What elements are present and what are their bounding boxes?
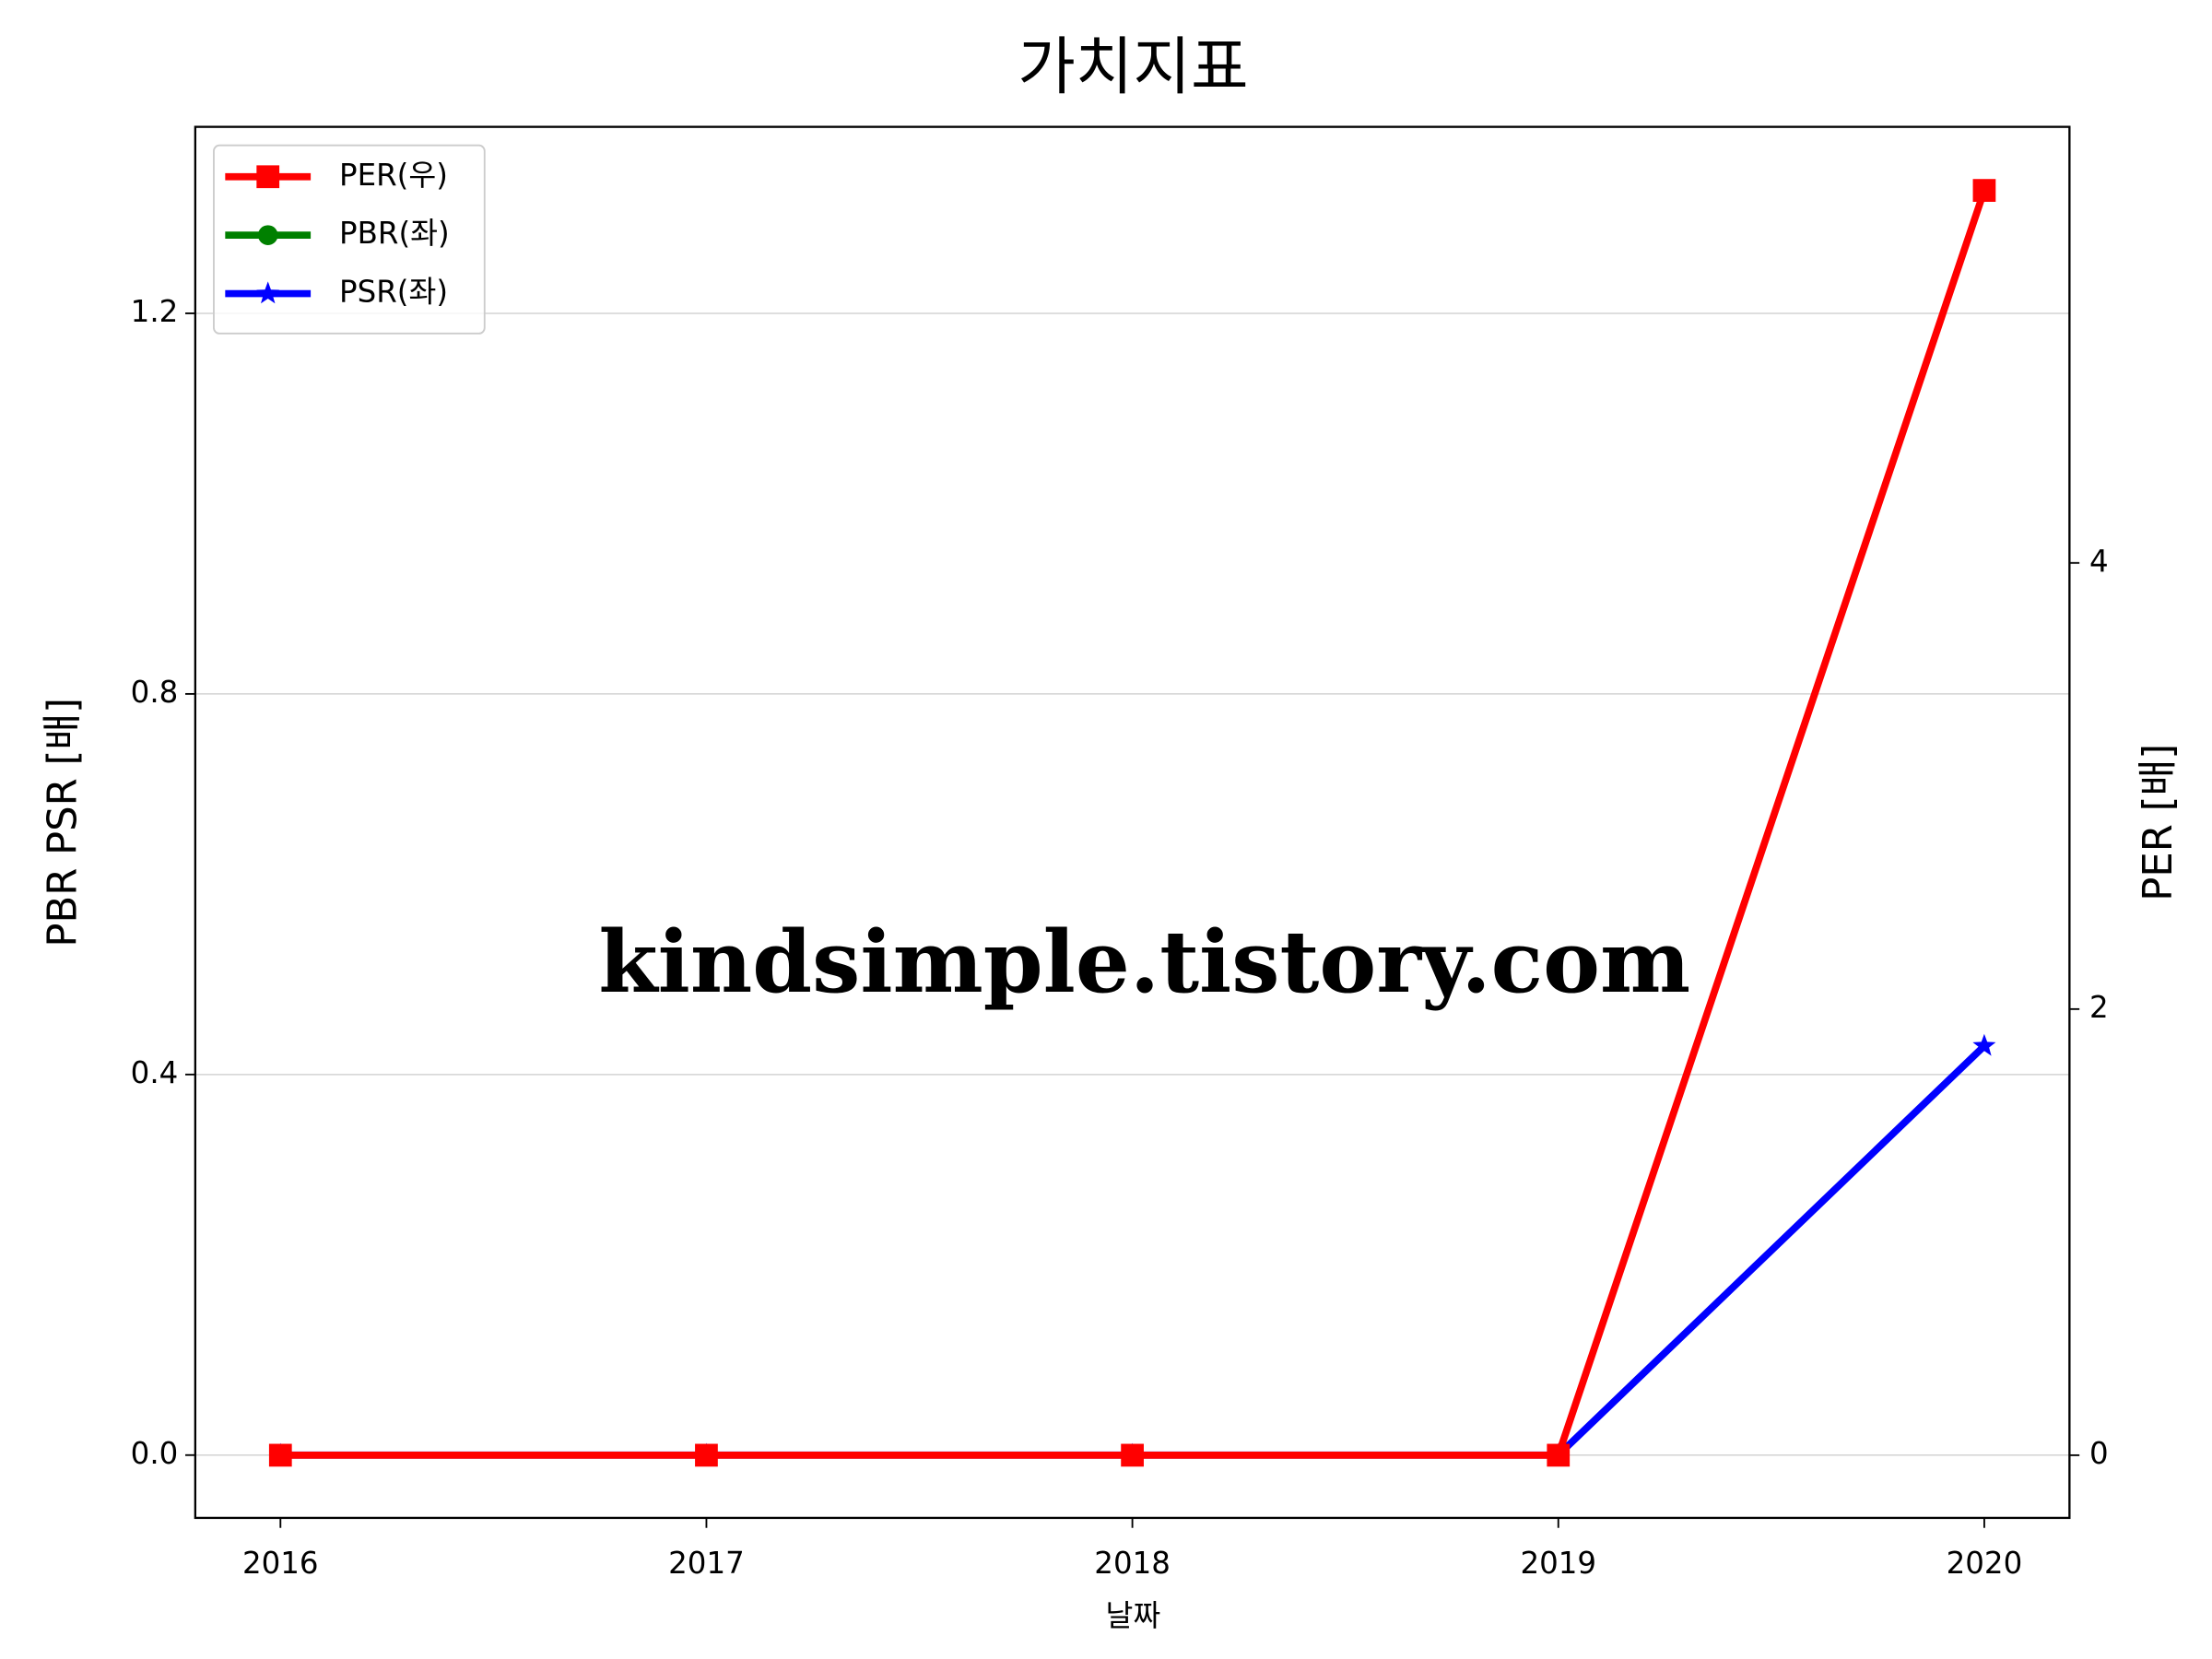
x-tick-label: 2020 [1947, 1546, 2023, 1581]
marker [1972, 179, 1996, 202]
y-axis-label: PBR PSR [배] [41, 698, 87, 947]
legend-label: PSR(좌) [339, 275, 448, 310]
marker [1972, 1033, 1996, 1056]
marker [256, 281, 280, 304]
y2-tick-label: 4 [2089, 544, 2109, 579]
x-tick-label: 2017 [668, 1546, 745, 1581]
watermark: kindsimple.tistory.com [598, 912, 1690, 1012]
marker [1121, 1443, 1144, 1467]
y-tick-label: 0.4 [131, 1055, 179, 1090]
x-axis-label: 날짜 [1106, 1598, 1161, 1633]
y-tick-label: 1.2 [131, 294, 179, 329]
x-tick-label: 2019 [1520, 1546, 1596, 1581]
y-tick-label: 0.8 [131, 675, 179, 710]
plot-frame [194, 125, 2071, 1520]
marker [1547, 1443, 1571, 1467]
x-tick-label: 2018 [1094, 1546, 1171, 1581]
y2-axis-label: PER [배] [2136, 744, 2182, 901]
legend-box [213, 144, 486, 335]
marker [257, 225, 278, 245]
marker [695, 1443, 718, 1467]
marker [268, 1443, 292, 1467]
y2-tick-label: 2 [2089, 990, 2109, 1025]
y-tick-label: 0.0 [131, 1436, 179, 1471]
x-tick-label: 2016 [242, 1546, 319, 1581]
legend-label: PER(우) [339, 158, 448, 193]
marker [256, 165, 280, 189]
legend: PER(우) PBR(좌) PSR(좌) [213, 144, 486, 335]
legend-label: PBR(좌) [339, 216, 450, 251]
y2-tick-label: 0 [2089, 1436, 2109, 1471]
chart-title: 가치지표 [1018, 31, 1248, 104]
